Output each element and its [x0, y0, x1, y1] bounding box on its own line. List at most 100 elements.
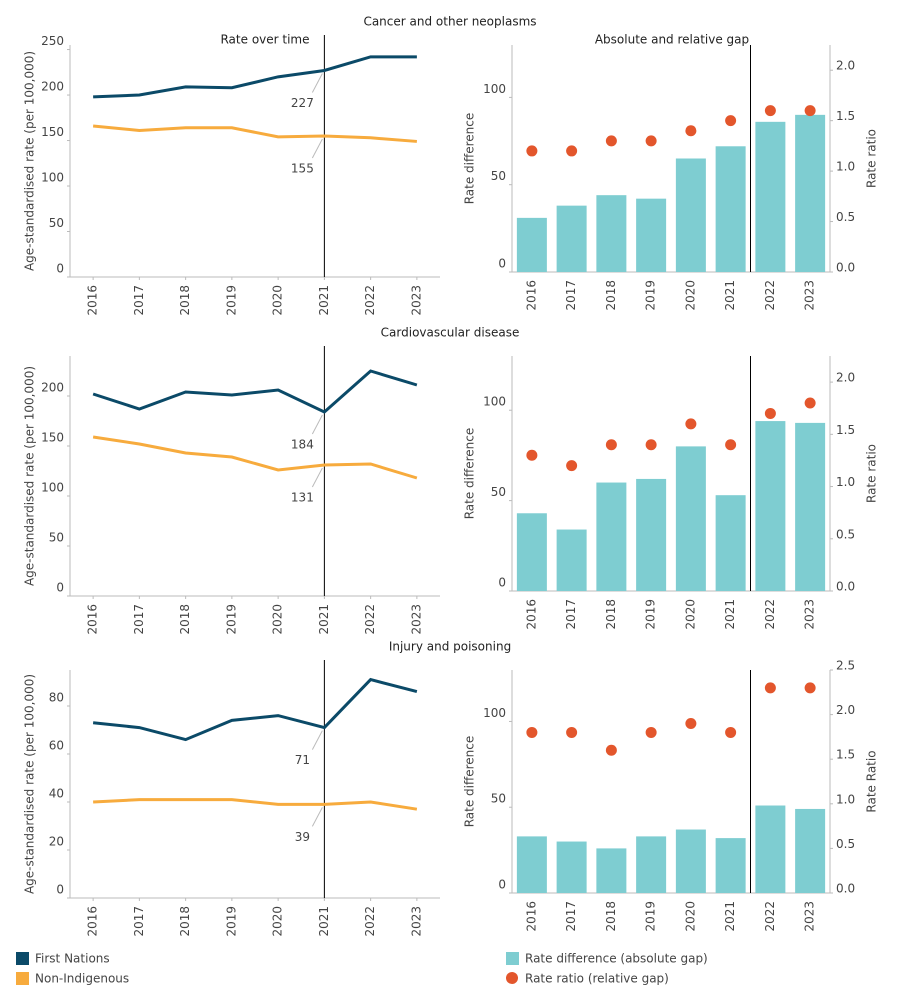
bar [795, 114, 826, 272]
annotation-leader [311, 73, 323, 93]
series-line [92, 677, 418, 742]
x-tick-label: 2016 [524, 901, 538, 932]
legend-label: Rate ratio (relative gap) [525, 972, 669, 986]
y-tick-label: 100 [483, 82, 506, 96]
bar [596, 195, 627, 272]
bar [715, 838, 746, 893]
y2-tick-label: 1.0 [836, 475, 855, 489]
x-tick-label: 2019 [644, 599, 658, 630]
x-tick-label: 2016 [86, 604, 100, 635]
y-tick-label: 0 [498, 576, 506, 590]
y-tick-label: 200 [41, 80, 64, 94]
x-tick-label: 2020 [683, 901, 697, 932]
x-tick-label: 2018 [178, 906, 192, 937]
x-tick-label: 2018 [604, 599, 618, 630]
y2-tick-label: 2.0 [836, 703, 855, 717]
y2-tick-label: 0.5 [836, 210, 855, 224]
x-tick-label: 2016 [524, 599, 538, 630]
y2-axis-title: Rate Ratio [865, 750, 879, 812]
ratio-dot [685, 418, 697, 430]
x-tick-label: 2016 [86, 906, 100, 937]
x-tick-label: 2019 [224, 285, 238, 316]
x-tick-label: 2020 [683, 599, 697, 630]
bar [675, 158, 706, 272]
x-tick-label: 2020 [271, 285, 285, 316]
x-tick-label: 2021 [317, 906, 331, 937]
y2-tick-label: 2.5 [836, 659, 855, 673]
annotation: 184 [291, 438, 314, 452]
y2-tick-label: 0.0 [836, 882, 855, 896]
ratio-dot [566, 726, 578, 738]
bar [795, 808, 826, 893]
x-tick-label: 2016 [524, 280, 538, 311]
y-tick-label: 150 [41, 431, 64, 445]
y-tick-label: 50 [491, 169, 506, 183]
x-tick-label: 2022 [363, 906, 377, 937]
bar [516, 217, 547, 272]
ratio-dot [645, 135, 657, 147]
section-title: Cancer and other neoplasms [363, 15, 536, 29]
x-tick-label: 2021 [723, 901, 737, 932]
y-tick-label: 0 [56, 262, 64, 276]
series-line [92, 369, 418, 414]
legend-label: Non-Indigenous [35, 972, 129, 986]
y-tick-label: 0 [498, 257, 506, 271]
y-axis-title: Age-standardised rate (per 100,000) [23, 674, 37, 894]
y-tick-label: 40 [49, 787, 64, 801]
y2-tick-label: 1.5 [836, 748, 855, 762]
series-line [92, 435, 418, 480]
y-tick-label: 20 [49, 835, 64, 849]
ratio-dot [764, 682, 776, 694]
y-axis-title: Age-standardised rate (per 100,000) [23, 366, 37, 586]
y2-tick-label: 1.0 [836, 792, 855, 806]
series-line [93, 798, 418, 811]
annotation: 71 [295, 753, 310, 767]
y-axis-title: Rate difference [463, 428, 477, 520]
ratio-dot [804, 397, 816, 409]
panel-title: Absolute and relative gap [595, 33, 749, 47]
x-tick-label: 2017 [132, 604, 146, 635]
bar [675, 446, 706, 591]
ratio-dot [725, 115, 737, 127]
y-tick-label: 100 [41, 171, 64, 185]
bar [795, 422, 826, 591]
section-title: Cardiovascular disease [381, 326, 520, 340]
x-tick-label: 2018 [178, 604, 192, 635]
y-tick-label: 100 [483, 395, 506, 409]
series-line [92, 124, 417, 143]
y-tick-label: 50 [49, 216, 64, 230]
y2-tick-label: 1.5 [836, 423, 855, 437]
y2-tick-label: 0.5 [836, 527, 855, 541]
x-tick-label: 2022 [363, 285, 377, 316]
annotation: 227 [291, 96, 314, 110]
ratio-dot [566, 460, 578, 472]
annotation-leader [311, 807, 323, 827]
x-tick-label: 2017 [564, 280, 578, 311]
x-tick-label: 2018 [604, 901, 618, 932]
y-tick-label: 0 [56, 883, 64, 897]
legend-swatch [16, 952, 29, 965]
bar [596, 482, 627, 591]
x-tick-label: 2021 [723, 599, 737, 630]
x-tick-label: 2022 [763, 280, 777, 311]
x-tick-label: 2023 [803, 599, 817, 630]
y2-tick-label: 1.5 [836, 109, 855, 123]
bar [516, 513, 547, 591]
legend-swatch [506, 972, 518, 984]
ratio-dot [764, 105, 776, 117]
annotation-leader [311, 467, 323, 488]
ratio-dot [804, 105, 816, 117]
y-tick-label: 60 [49, 739, 64, 753]
bar [556, 841, 587, 893]
y-axis-title: Age-standardised rate (per 100,000) [23, 51, 37, 271]
y2-axis-title: Rate ratio [865, 444, 879, 503]
series-line [93, 55, 417, 99]
x-tick-label: 2021 [317, 285, 331, 316]
x-tick-label: 2018 [178, 285, 192, 316]
annotation-leader [311, 414, 323, 435]
y-axis-title: Rate difference [463, 113, 477, 205]
ratio-dot [804, 682, 816, 694]
annotation: 155 [291, 161, 314, 175]
ratio-dot [526, 145, 538, 157]
